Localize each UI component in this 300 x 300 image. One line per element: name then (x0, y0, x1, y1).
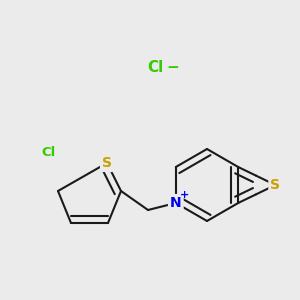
Text: S: S (270, 178, 280, 192)
Text: −: − (167, 61, 179, 76)
Text: +: + (180, 190, 189, 200)
Text: Cl: Cl (147, 61, 163, 76)
Text: N: N (170, 196, 182, 210)
Text: Cl: Cl (41, 146, 55, 158)
Text: S: S (102, 156, 112, 170)
